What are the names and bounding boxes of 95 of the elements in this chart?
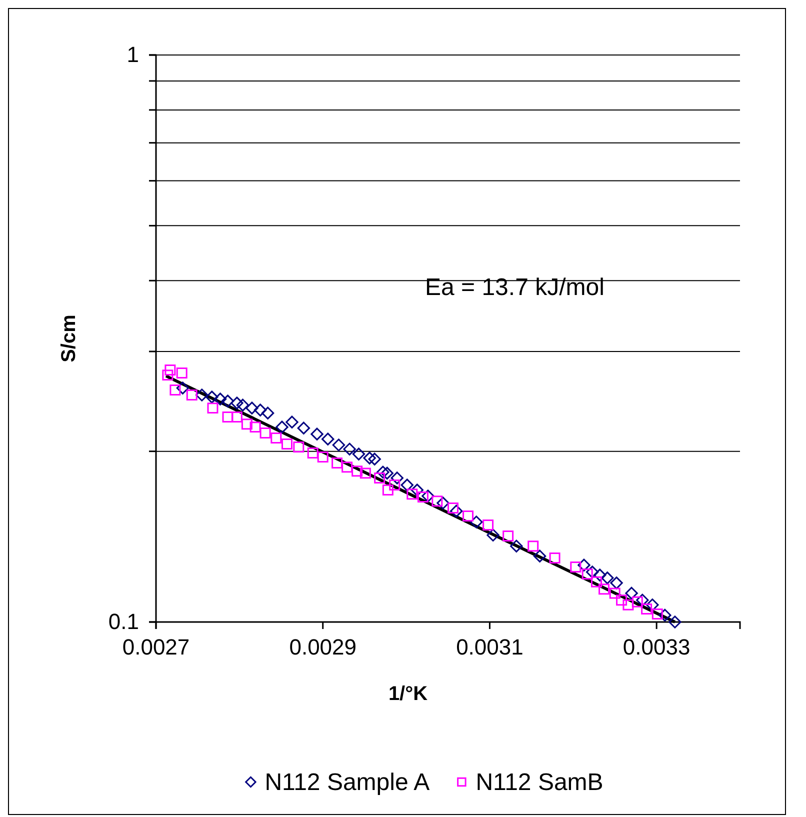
point [162, 370, 174, 381]
point [462, 510, 474, 522]
point [222, 412, 234, 422]
point [241, 418, 252, 430]
point [196, 388, 208, 402]
point [176, 367, 188, 378]
point [221, 394, 234, 408]
point [207, 402, 218, 414]
point [570, 562, 582, 573]
point [206, 390, 218, 404]
point [598, 584, 610, 595]
point [400, 478, 414, 492]
point [254, 404, 267, 416]
point [609, 588, 620, 599]
point [586, 566, 599, 578]
point [486, 528, 500, 542]
point [389, 480, 400, 491]
point [632, 596, 643, 608]
point [276, 420, 288, 434]
point [260, 428, 271, 439]
point [578, 558, 590, 572]
point [436, 496, 450, 510]
point [668, 616, 682, 628]
point [410, 484, 424, 496]
point [360, 468, 371, 479]
point [636, 594, 649, 606]
point [230, 396, 244, 410]
point [281, 438, 292, 450]
point [658, 608, 672, 622]
legend-label: N112 Sample A [264, 769, 430, 796]
point [317, 452, 328, 463]
x-tick-label: 0.0033 [622, 634, 690, 660]
point [422, 490, 434, 502]
point [549, 552, 560, 564]
point [297, 422, 310, 434]
point [448, 502, 458, 514]
point [352, 448, 366, 460]
point [343, 442, 356, 456]
point [332, 458, 343, 469]
point [293, 442, 304, 453]
point [533, 550, 546, 562]
point [186, 390, 198, 400]
x-tick-label: 0.0031 [456, 634, 524, 660]
point [176, 382, 190, 394]
point [307, 448, 318, 459]
point [368, 452, 381, 466]
point [214, 392, 227, 406]
point [510, 540, 523, 552]
point [342, 462, 353, 473]
point [417, 492, 428, 503]
x-tick-label: 0.0027 [122, 634, 190, 660]
point [231, 412, 242, 422]
point [236, 398, 250, 412]
point [470, 516, 483, 528]
point [502, 530, 514, 542]
point [261, 406, 274, 420]
point [250, 422, 261, 433]
point [652, 608, 663, 620]
point [641, 604, 652, 615]
point [246, 402, 258, 414]
x-tick-label: 0.0029 [289, 634, 357, 660]
point [432, 496, 443, 507]
point [528, 540, 539, 552]
y-tick-label: 0.1 [108, 609, 139, 634]
point [616, 594, 628, 606]
point [363, 452, 376, 464]
point [622, 599, 634, 610]
point [270, 432, 282, 444]
point [170, 384, 181, 396]
point [482, 519, 494, 530]
y-tick-label: 1 [126, 42, 139, 68]
point [374, 472, 386, 484]
annotation: Ea = 13.7 kJ/mol [425, 274, 604, 301]
point [390, 472, 404, 484]
point [593, 568, 606, 582]
point [646, 598, 659, 612]
y-axis-title: S/cm [58, 314, 80, 362]
point [332, 438, 346, 452]
point [286, 416, 298, 428]
point [610, 576, 623, 590]
point [582, 568, 593, 580]
legend-label: N112 SamB [476, 769, 604, 796]
point [591, 576, 602, 588]
point [382, 484, 394, 496]
point [310, 428, 324, 440]
point [164, 364, 176, 376]
point [406, 488, 418, 500]
point [322, 432, 334, 446]
point [376, 466, 390, 478]
point [601, 572, 614, 584]
x-axis-title: 1/°K [388, 683, 428, 705]
point [450, 504, 463, 518]
point [625, 586, 638, 600]
point [380, 466, 394, 480]
point [352, 466, 363, 477]
